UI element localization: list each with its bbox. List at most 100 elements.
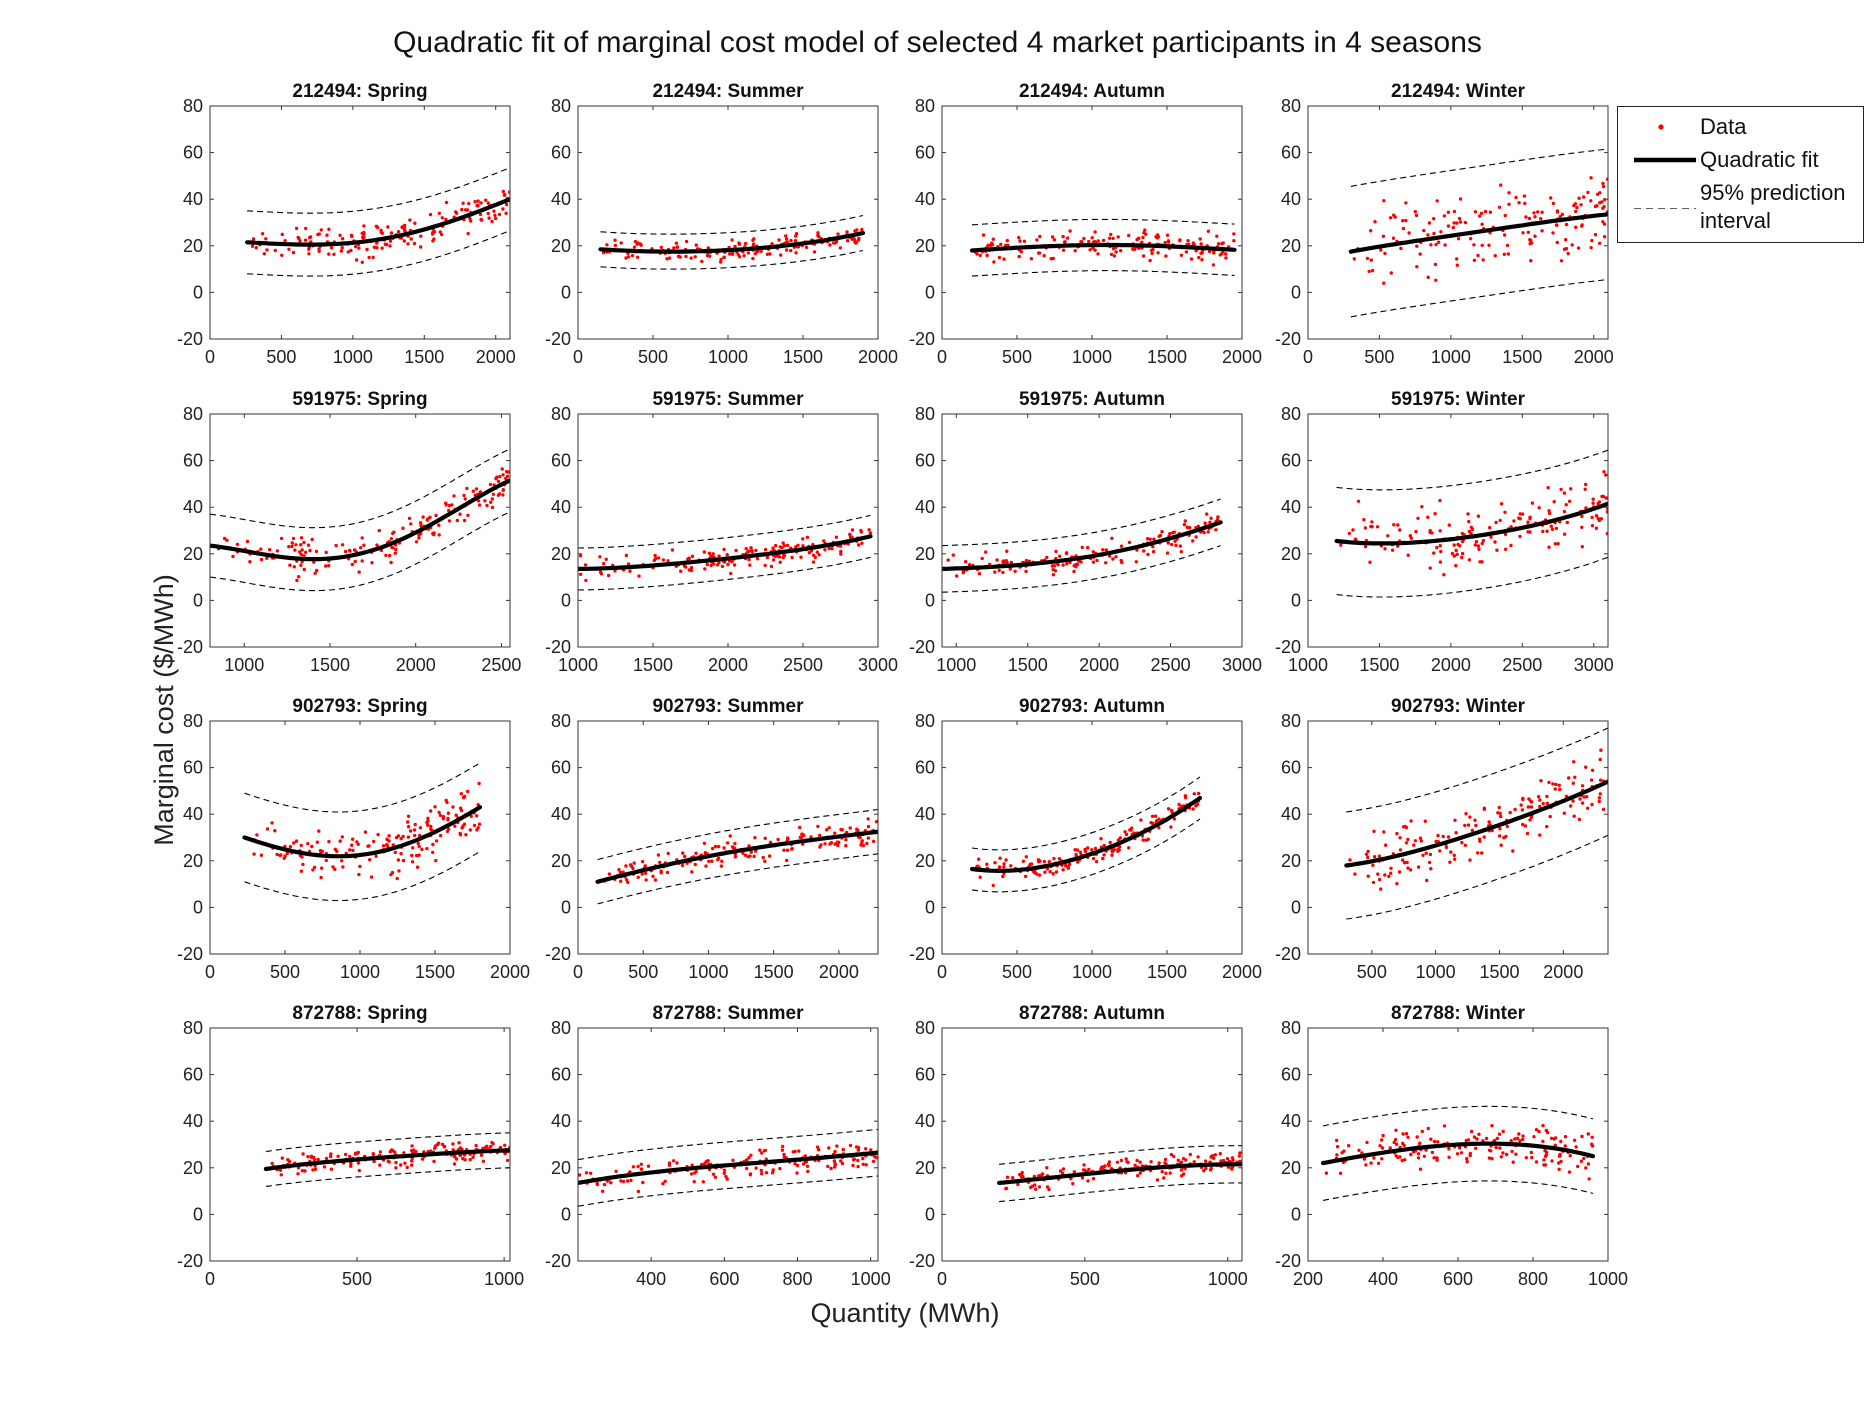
prediction-lower bbox=[999, 1182, 1242, 1203]
data-point bbox=[298, 550, 302, 554]
data-point bbox=[452, 1162, 457, 1166]
data-point bbox=[393, 551, 397, 555]
data-point bbox=[1435, 199, 1439, 203]
x-tick-label: 2000 bbox=[819, 962, 859, 982]
data-point bbox=[1074, 562, 1078, 567]
data-point bbox=[1582, 195, 1586, 199]
data-point bbox=[389, 231, 394, 235]
data-point bbox=[1191, 539, 1195, 543]
data-point bbox=[1119, 544, 1124, 548]
x-tick-label: 200 bbox=[1293, 1269, 1323, 1289]
data-point bbox=[1549, 524, 1554, 528]
axes-frame bbox=[577, 413, 879, 648]
data-point bbox=[747, 844, 751, 848]
data-point bbox=[406, 242, 410, 246]
data-point bbox=[832, 1159, 836, 1163]
x-tick-label: 500 bbox=[266, 347, 296, 367]
data-point bbox=[1487, 820, 1491, 824]
data-point bbox=[1164, 254, 1168, 258]
y-tick-label: -20 bbox=[545, 637, 571, 657]
data-point bbox=[701, 1180, 705, 1184]
data-point bbox=[1499, 814, 1503, 819]
data-point bbox=[1407, 231, 1411, 235]
data-point bbox=[1530, 1155, 1534, 1160]
panel-title: 591975: Autumn bbox=[1019, 389, 1165, 410]
data-point bbox=[1569, 804, 1573, 808]
data-point bbox=[401, 858, 406, 863]
data-point bbox=[1586, 1132, 1591, 1136]
data-point bbox=[980, 556, 984, 561]
data-point bbox=[1042, 859, 1047, 864]
data-point bbox=[1460, 531, 1465, 536]
data-point bbox=[868, 531, 873, 535]
data-point bbox=[496, 479, 501, 484]
data-point bbox=[248, 560, 252, 564]
data-point bbox=[835, 1144, 839, 1148]
y-tick-label: 80 bbox=[1281, 1018, 1301, 1038]
data-point bbox=[848, 532, 852, 537]
data-point bbox=[275, 852, 279, 857]
data-point bbox=[1558, 787, 1562, 792]
data-point bbox=[856, 1158, 860, 1163]
data-point bbox=[1039, 1173, 1044, 1178]
data-point bbox=[1206, 229, 1211, 233]
data-point bbox=[302, 554, 306, 558]
data-point bbox=[1382, 830, 1386, 834]
data-point bbox=[300, 548, 304, 552]
data-point bbox=[1058, 1169, 1063, 1173]
data-point bbox=[1209, 516, 1213, 520]
data-point bbox=[399, 1163, 403, 1167]
data-point bbox=[851, 1163, 855, 1168]
data-point bbox=[1539, 779, 1543, 783]
data-point bbox=[1434, 278, 1438, 282]
data-point bbox=[1208, 1168, 1213, 1172]
data-point bbox=[613, 238, 617, 242]
data-point bbox=[626, 562, 631, 566]
data-point bbox=[1602, 470, 1606, 474]
data-point bbox=[299, 563, 303, 567]
data-point bbox=[259, 547, 263, 551]
y-tick-label: -20 bbox=[545, 944, 571, 964]
data-point bbox=[1574, 209, 1578, 214]
prediction-upper bbox=[1350, 148, 1608, 187]
panel-title: 591975: Summer bbox=[652, 389, 804, 410]
panel-title: 591975: Winter bbox=[1391, 389, 1526, 410]
y-tick-label: 80 bbox=[183, 1018, 203, 1038]
data-point bbox=[813, 555, 817, 560]
data-point bbox=[478, 490, 483, 494]
y-tick-label: 60 bbox=[1281, 758, 1301, 778]
fit-line bbox=[1344, 779, 1608, 868]
data-point bbox=[1364, 1163, 1368, 1167]
data-point bbox=[303, 1169, 307, 1173]
y-tick-label: 0 bbox=[925, 897, 935, 917]
data-point bbox=[354, 244, 358, 249]
data-point bbox=[1127, 233, 1131, 238]
data-point bbox=[1498, 834, 1502, 838]
y-tick-label: 60 bbox=[183, 758, 203, 778]
data-point bbox=[672, 246, 676, 250]
data-point bbox=[689, 1172, 694, 1176]
data-point bbox=[725, 553, 729, 557]
data-point bbox=[1578, 797, 1582, 801]
axes-frame bbox=[577, 105, 879, 340]
data-point bbox=[1577, 196, 1581, 200]
data-point bbox=[259, 853, 264, 857]
data-point bbox=[1224, 252, 1228, 256]
data-point bbox=[1518, 1139, 1522, 1143]
data-point bbox=[833, 1165, 837, 1169]
data-point bbox=[1454, 564, 1458, 568]
y-tick-label: 60 bbox=[1281, 1065, 1301, 1085]
data-point bbox=[1017, 235, 1021, 240]
axes-frame bbox=[1307, 720, 1609, 955]
data-point bbox=[288, 845, 293, 849]
data-point bbox=[747, 557, 751, 562]
data-point bbox=[1545, 794, 1549, 799]
data-point bbox=[1150, 251, 1154, 255]
data-point bbox=[1047, 860, 1052, 864]
data-point bbox=[294, 543, 298, 547]
data-point bbox=[780, 1148, 785, 1152]
data-point bbox=[1370, 268, 1375, 273]
data-point bbox=[1034, 1187, 1038, 1192]
data-point bbox=[1028, 862, 1032, 867]
data-point bbox=[437, 810, 441, 815]
